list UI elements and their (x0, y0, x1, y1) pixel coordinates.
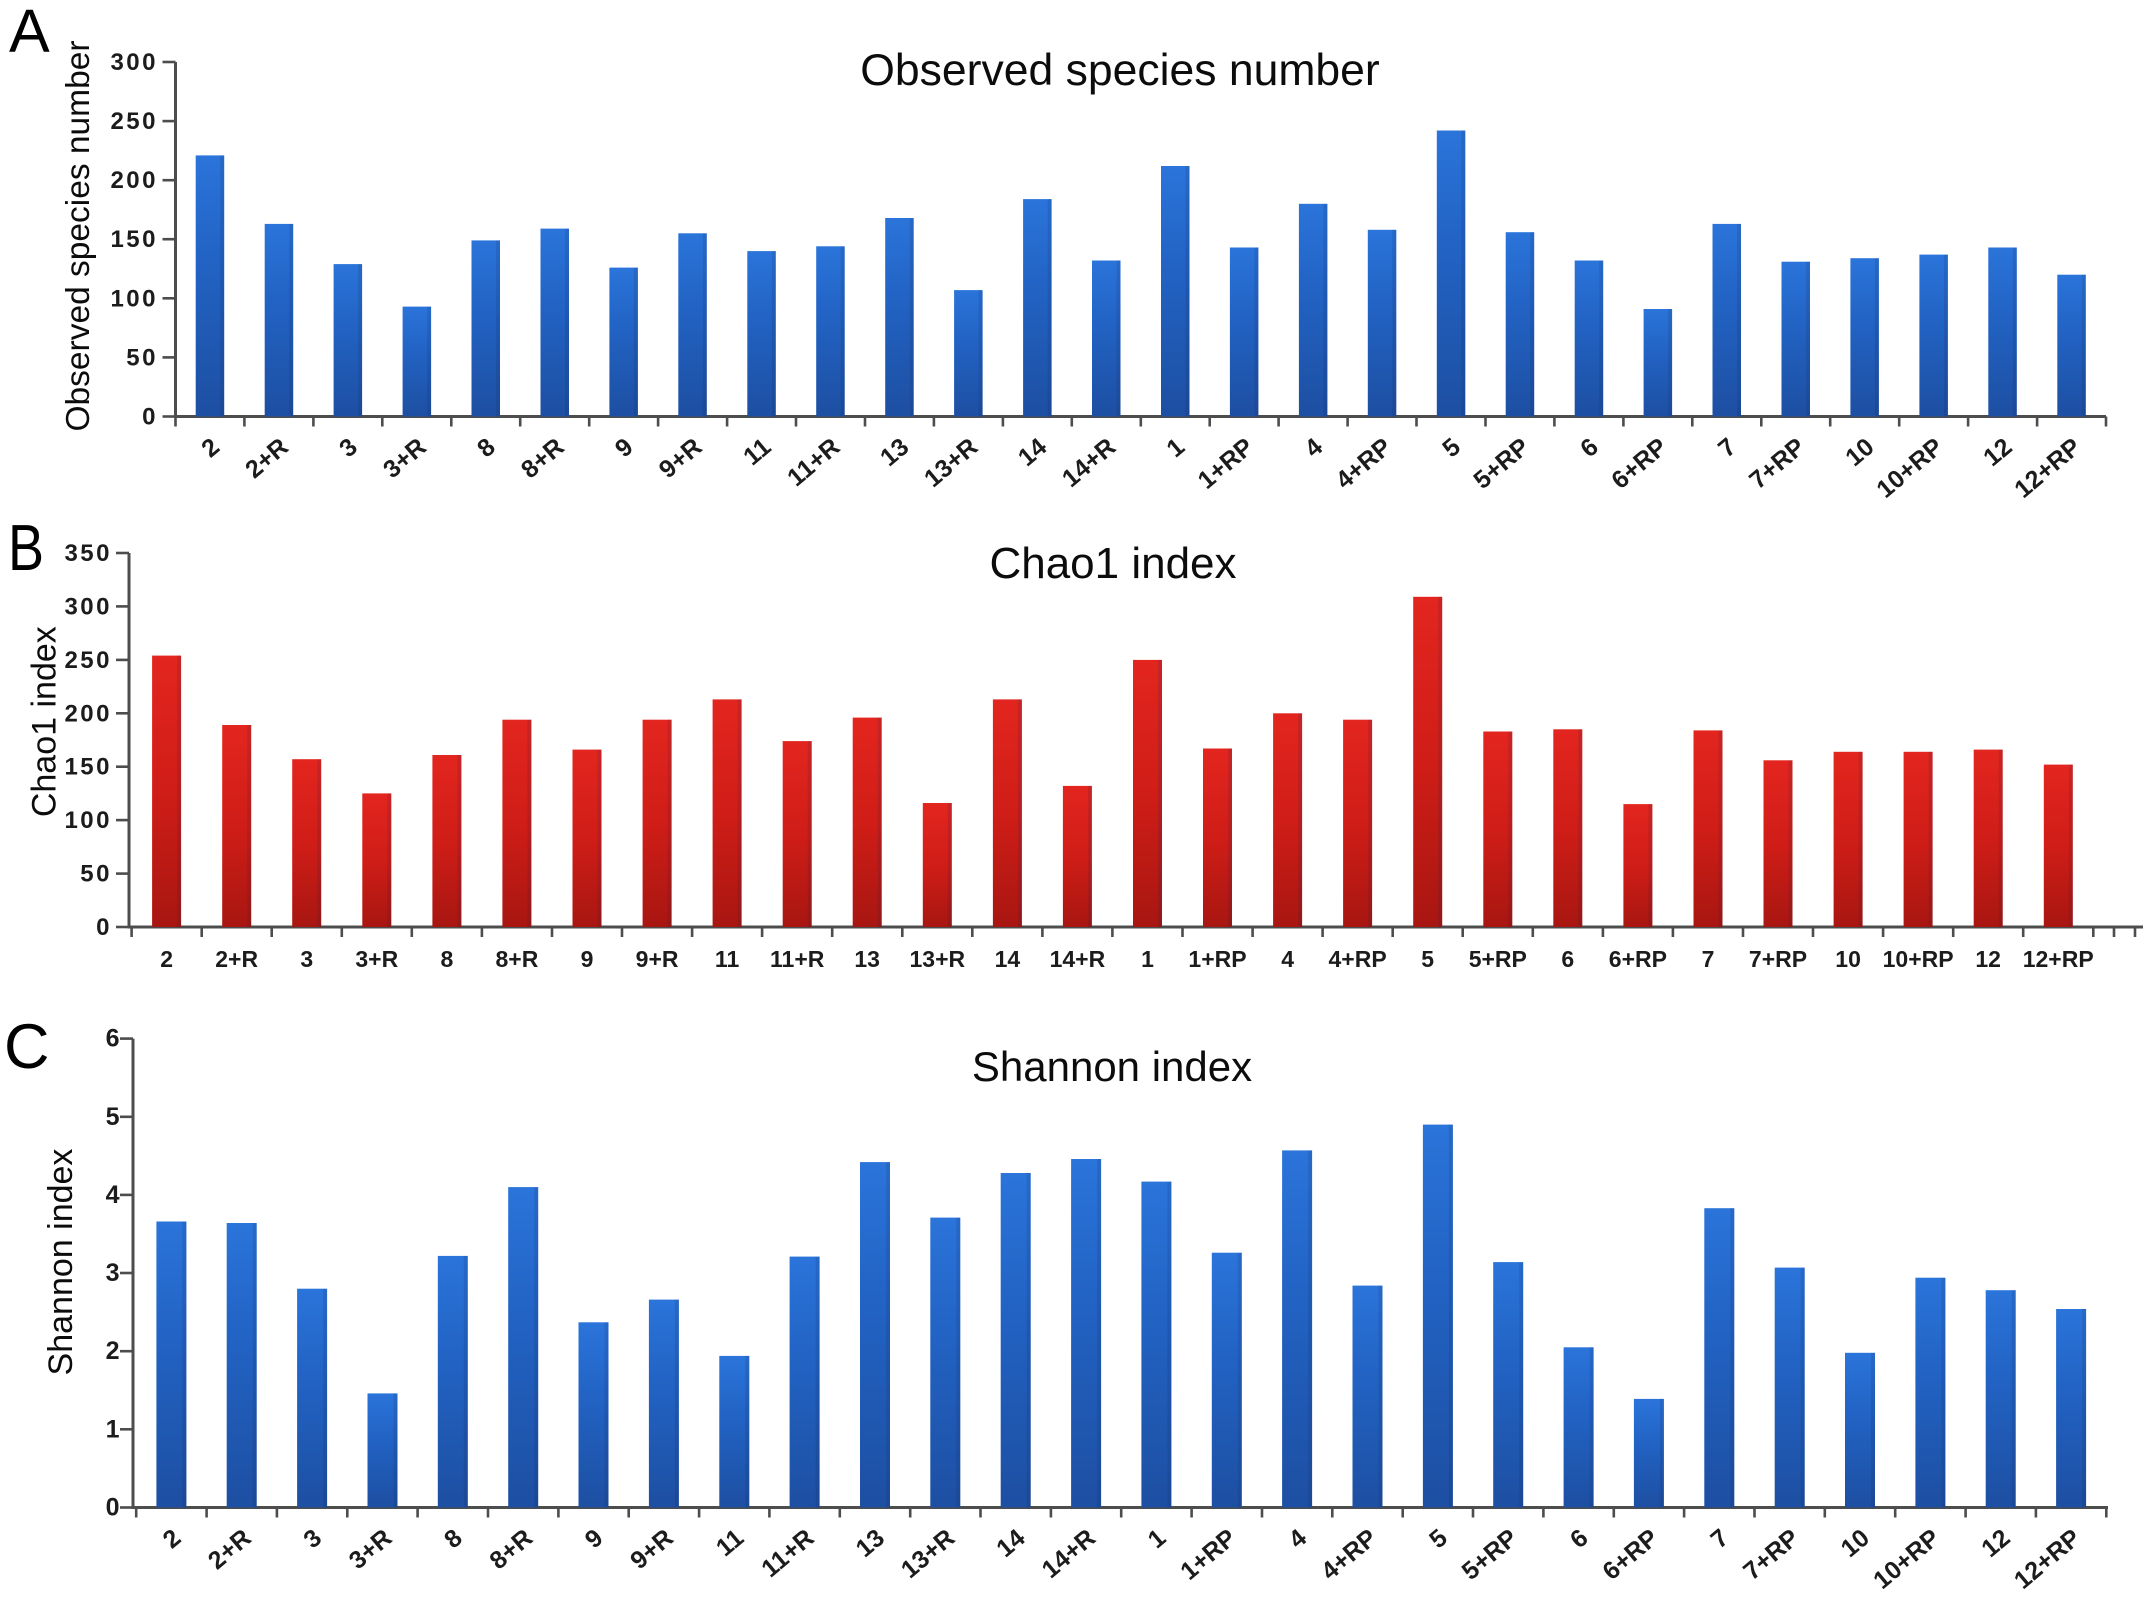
svg-text:B: B (8, 511, 44, 584)
svg-text:300: 300 (64, 593, 112, 620)
svg-text:1+RP: 1+RP (1188, 946, 1246, 972)
svg-text:8+R: 8+R (495, 946, 538, 972)
svg-text:Shannon index: Shannon index (42, 1149, 80, 1376)
svg-text:6+RP: 6+RP (1609, 946, 1667, 972)
svg-text:Observed species number: Observed species number (860, 46, 1380, 95)
svg-text:10+RP: 10+RP (1883, 946, 1954, 972)
svg-text:4: 4 (1281, 946, 1294, 972)
svg-text:0: 0 (106, 1494, 120, 1522)
svg-text:3: 3 (300, 946, 313, 972)
svg-text:14+R: 14+R (1050, 946, 1106, 972)
svg-text:200: 200 (64, 700, 112, 727)
svg-text:7: 7 (1702, 946, 1715, 972)
svg-text:2: 2 (160, 946, 173, 972)
svg-text:7+RP: 7+RP (1749, 946, 1807, 972)
svg-text:5: 5 (1421, 946, 1434, 972)
svg-text:9: 9 (581, 946, 594, 972)
svg-text:200: 200 (110, 167, 158, 194)
svg-text:100: 100 (64, 807, 112, 834)
svg-text:2+R: 2+R (215, 946, 258, 972)
svg-text:14: 14 (995, 946, 1021, 972)
svg-text:Observed species number: Observed species number (60, 40, 97, 431)
svg-text:C: C (4, 1012, 50, 1082)
svg-text:3+R: 3+R (355, 946, 398, 972)
svg-text:150: 150 (110, 226, 158, 253)
svg-text:11: 11 (715, 946, 740, 972)
svg-text:5: 5 (106, 1103, 120, 1131)
svg-text:4+RP: 4+RP (1329, 946, 1387, 972)
svg-text:0: 0 (142, 404, 158, 431)
svg-text:13+R: 13+R (909, 946, 965, 972)
svg-text:6: 6 (106, 1025, 120, 1053)
svg-text:2: 2 (106, 1337, 120, 1365)
svg-text:100: 100 (110, 285, 158, 312)
svg-text:12+RP: 12+RP (2023, 946, 2094, 972)
svg-text:5+RP: 5+RP (1469, 946, 1527, 972)
svg-text:3: 3 (106, 1259, 120, 1287)
svg-text:12: 12 (1975, 946, 2001, 972)
svg-text:350: 350 (64, 540, 112, 567)
svg-text:1: 1 (1141, 946, 1154, 972)
svg-text:50: 50 (126, 344, 158, 371)
svg-text:6: 6 (1561, 946, 1574, 972)
svg-text:9+R: 9+R (636, 946, 679, 972)
svg-text:Chao1 index: Chao1 index (989, 539, 1236, 588)
svg-text:300: 300 (110, 49, 158, 76)
svg-text:13: 13 (854, 946, 880, 972)
svg-text:Chao1 index: Chao1 index (26, 626, 64, 817)
svg-text:250: 250 (64, 647, 112, 674)
svg-text:0: 0 (96, 914, 112, 941)
svg-text:11+R: 11+R (770, 946, 825, 972)
svg-text:150: 150 (64, 754, 112, 781)
svg-text:1: 1 (106, 1415, 120, 1443)
svg-text:50: 50 (80, 861, 112, 888)
svg-text:10: 10 (1835, 946, 1861, 972)
svg-text:250: 250 (110, 108, 158, 135)
svg-text:Shannon index: Shannon index (972, 1043, 1252, 1090)
svg-text:4: 4 (106, 1181, 120, 1209)
svg-text:A: A (9, 0, 50, 65)
svg-text:8: 8 (441, 946, 454, 972)
